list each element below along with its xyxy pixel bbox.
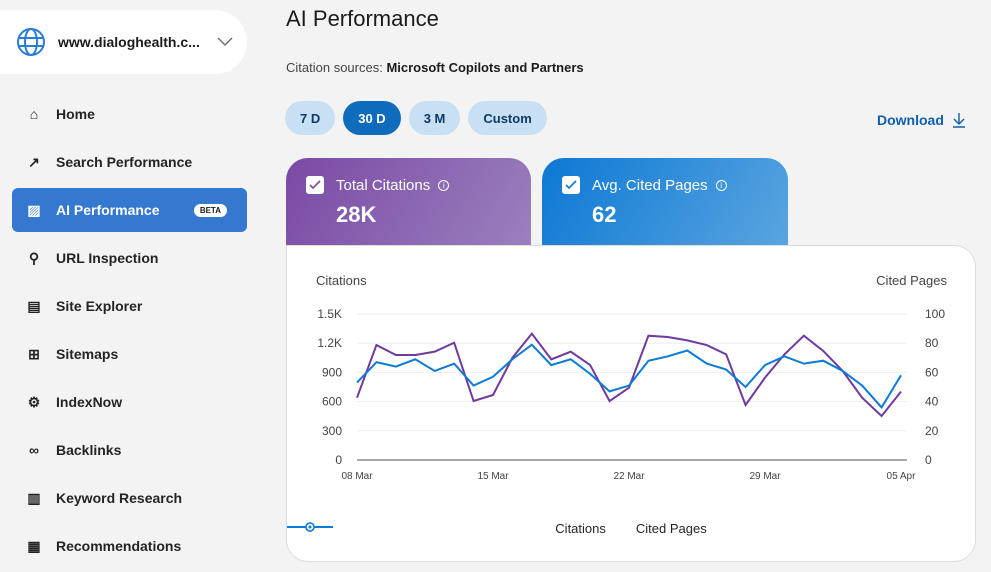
clipboard-icon: ▦ [27, 537, 41, 554]
y-tick-right: 20 [925, 424, 939, 438]
y-tick-right: 60 [925, 365, 939, 379]
globe-icon [17, 28, 45, 56]
info-icon[interactable]: i [715, 179, 727, 191]
gear-icon: ⚙ [27, 393, 41, 410]
sidebar-item-search-performance[interactable]: ↗ Search Performance [12, 140, 247, 184]
avg-cited-pages-label: Avg. Cited Pages [592, 176, 708, 194]
sidebar-item-label: URL Inspection [56, 250, 159, 266]
beta-badge: BETA [193, 203, 227, 217]
sidebar-item-label: Keyword Research [56, 490, 183, 506]
sidebar-nav: ⌂ Home ↗ Search Performance ▨ AI Performance B… [12, 92, 247, 572]
sidebar-item-label: Search Performance [56, 154, 193, 170]
total-citations-value: 28K [336, 202, 377, 227]
site-selector[interactable]: www.dialoghealth.c... [0, 10, 247, 74]
y-tick-left: 1.5K [317, 307, 342, 321]
legend-citations-label: Citations [555, 521, 606, 536]
download-icon [952, 113, 965, 128]
series-line-citations[interactable] [356, 332, 902, 418]
sidebar-item-label: Sitemaps [56, 346, 119, 362]
chevron-down-icon[interactable] [217, 37, 233, 47]
range-custom-button[interactable]: Custom [468, 101, 547, 135]
y-tick-left: 1.2K [317, 336, 342, 350]
sidebar-item-label: Site Explorer [56, 298, 143, 314]
range-30d-button[interactable]: 30 D [343, 101, 401, 135]
y-axis-left-label: Citations [316, 273, 367, 288]
chart-icon: ▨ [27, 201, 41, 218]
document-icon: ▤ [27, 297, 41, 314]
sidebar-item-label: Backlinks [56, 442, 122, 458]
range-3m-button[interactable]: 3 M [408, 101, 461, 135]
chart-legend: Citations Cited Pages [287, 521, 975, 536]
range-7d-button[interactable]: 7 D [285, 101, 336, 135]
avg-cited-pages-card[interactable]: Avg. Cited Pages i 62 [542, 158, 788, 248]
legend-citations[interactable]: Citations [287, 521, 606, 536]
sidebar-item-label: IndexNow [56, 394, 123, 410]
total-citations-checkbox[interactable] [306, 176, 324, 194]
y-tick-left: 0 [335, 453, 342, 467]
citation-sources: Citation sources: Microsoft Copilots and… [286, 60, 584, 75]
y-tick-right: 80 [925, 336, 939, 350]
total-citations-label: Total Citations [336, 176, 431, 194]
sidebar-item-recommendations[interactable]: ▦ Recommendations [12, 524, 247, 568]
y-tick-left: 900 [322, 365, 342, 379]
sidebar-item-sitemaps[interactable]: ⊞ Sitemaps [12, 332, 247, 376]
performance-chart: Citations Cited Pages 0 0 300 20 600 40 900 60 1… [286, 245, 976, 562]
sidebar-item-label: AI Performance [56, 202, 160, 218]
y-tick-right: 40 [925, 395, 939, 409]
series-line-cited-pages[interactable] [356, 343, 902, 410]
legend-cited-pages-label: Cited Pages [635, 521, 707, 536]
y-tick-right: 0 [925, 453, 932, 467]
trend-icon: ↗ [28, 153, 40, 170]
date-range-selector: 7 D 30 D 3 M Custom [285, 101, 547, 135]
legend-marker-icon [287, 522, 333, 532]
legend-cited-pages[interactable]: Cited Pages [287, 521, 707, 536]
sidebar-item-backlinks[interactable]: ∞ Backlinks [12, 428, 247, 472]
sitemap-icon: ⊞ [28, 345, 40, 362]
info-icon[interactable]: i [438, 179, 450, 191]
sidebar-item-url-inspection[interactable]: ⚲ URL Inspection [12, 236, 247, 280]
avg-cited-pages-value: 62 [592, 202, 617, 227]
check-icon [309, 180, 321, 190]
y-axis-right-label: Cited Pages [876, 273, 947, 288]
x-tick: 05 Apr [887, 471, 917, 482]
x-tick: 08 Mar [341, 471, 373, 482]
site-name: www.dialoghealth.c... [58, 34, 200, 50]
citation-sources-value: Microsoft Copilots and Partners [386, 60, 584, 75]
x-tick: 29 Mar [749, 471, 781, 482]
avg-cited-pages-checkbox[interactable] [562, 176, 580, 194]
sidebar-item-indexnow[interactable]: ⚙ IndexNow [12, 380, 247, 424]
sidebar-item-keyword-research[interactable]: ▥ Keyword Research [12, 476, 247, 520]
chart-plot: 0 0 300 20 600 40 900 60 1.2K 80 1.5K 100 08 Mar 15 M… [317, 307, 945, 482]
download-label: Download [877, 112, 944, 128]
citation-sources-label: Citation sources: [286, 60, 383, 75]
y-tick-left: 600 [322, 395, 342, 409]
link-icon: ∞ [29, 442, 39, 458]
sidebar-item-label: Home [56, 106, 95, 122]
sidebar-item-site-explorer[interactable]: ▤ Site Explorer [12, 284, 247, 328]
x-tick: 22 Mar [613, 471, 645, 482]
sidebar-item-ai-performance[interactable]: ▨ AI Performance BETA [12, 188, 247, 232]
page-title: AI Performance [286, 6, 439, 31]
check-icon [565, 180, 577, 190]
y-tick-left: 300 [322, 424, 342, 438]
y-tick-right: 100 [925, 307, 945, 321]
total-citations-card[interactable]: Total Citations i 28K [286, 158, 531, 248]
search-icon: ⚲ [28, 249, 40, 266]
x-tick: 15 Mar [477, 471, 509, 482]
sidebar-item-home[interactable]: ⌂ Home [12, 92, 247, 136]
home-icon: ⌂ [29, 106, 39, 122]
sidebar-item-label: Recommendations [56, 538, 182, 554]
notebook-icon: ▥ [27, 489, 41, 506]
download-button[interactable]: Download [877, 112, 966, 128]
